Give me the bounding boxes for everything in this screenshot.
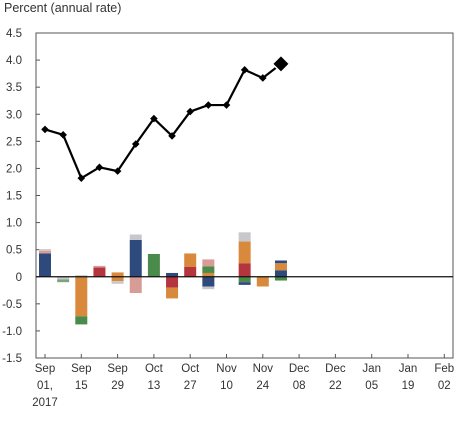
y-tick-label: -0.5 [2, 299, 22, 311]
y-tick-label: 0.5 [6, 245, 22, 257]
line-point [131, 140, 140, 148]
y-tick-label: 2.0 [6, 163, 22, 175]
x-tick-label: Dec [289, 363, 310, 375]
y-tick-label: 1.5 [6, 191, 22, 203]
bar-segment [256, 276, 269, 287]
bar-segment [238, 282, 251, 285]
bar-segment [57, 276, 70, 280]
line-point [240, 66, 249, 74]
bar-segment [274, 276, 287, 281]
bar-segment [184, 253, 197, 267]
x-tick-label: 24 [256, 380, 269, 392]
bar-segment [166, 272, 179, 277]
x-tick-label: Jan [362, 363, 381, 375]
bar-segment [39, 250, 51, 254]
line-point [59, 131, 67, 139]
bar-segment [202, 266, 215, 273]
bar-segment [238, 276, 251, 283]
x-tick-label: 08 [293, 380, 306, 392]
x-tick-label: 15 [75, 380, 88, 392]
x-tick-label: Nov [216, 363, 237, 375]
bar-segment [238, 232, 251, 242]
latest-point-marker [271, 54, 291, 74]
bar-segment [39, 249, 51, 251]
bar-segment [129, 239, 142, 277]
x-tick-label: 19 [402, 380, 415, 392]
y-tick-label: 0 [16, 272, 22, 284]
bar-segment [202, 286, 215, 290]
bar-segment [111, 276, 124, 282]
bar-segment [129, 234, 142, 240]
y-tick-label: -1.0 [2, 326, 22, 338]
bar-segment [75, 316, 88, 325]
bar-segment [274, 263, 287, 271]
y-tick-label: 4.5 [6, 28, 22, 40]
x-tick-label: 05 [365, 380, 378, 392]
y-tick-label: 3.5 [6, 82, 22, 94]
line-point [222, 101, 231, 109]
bar-segment [274, 270, 287, 277]
x-tick-label: 13 [148, 380, 161, 392]
bar-segment [147, 254, 160, 277]
x-tick-label: Dec [325, 363, 346, 375]
x-tick-label: Oct [145, 363, 164, 375]
bar-segment [93, 265, 106, 268]
bar-segment [238, 263, 251, 277]
x-tick-label: Jan [399, 363, 418, 375]
x-tick-label: Sep [71, 363, 91, 375]
bar-segment [111, 272, 124, 277]
x-tick-label: Feb [434, 363, 454, 375]
bar-segment [274, 260, 287, 264]
line-point [95, 163, 104, 172]
y-tick-label: 4.0 [6, 55, 22, 67]
y-tick-label: 1.0 [6, 218, 22, 230]
bar-segment [166, 287, 179, 299]
x-tick-label: 27 [184, 380, 197, 392]
bar-segment [238, 241, 251, 264]
y-axis-title: Percent (annual rate) [4, 1, 122, 15]
x-tick-label: Sep [107, 363, 127, 375]
y-tick-label: 2.5 [6, 136, 22, 148]
x-tick-label: 01, [37, 380, 53, 392]
line-series [44, 63, 282, 180]
x-tick-label: Nov [253, 363, 274, 375]
y-tick-label: 3.0 [6, 109, 22, 121]
x-tick-label: 29 [111, 380, 124, 392]
line-point [259, 74, 267, 82]
line-point [113, 167, 122, 175]
bar-segment [57, 279, 70, 283]
bar-segment [75, 275, 88, 277]
bar-segment [202, 272, 215, 277]
x-tick-label: 10 [220, 380, 233, 392]
bar-segment [129, 276, 142, 293]
bar-segment [111, 281, 124, 284]
line-point [204, 101, 213, 109]
line-point [77, 174, 86, 182]
plot-frame [35, 32, 454, 359]
bar-segment [39, 253, 51, 277]
x-tick-label: Oct [181, 363, 200, 375]
line-point [186, 107, 194, 116]
y-tick-label: -1.5 [2, 353, 22, 365]
bar-segment [202, 276, 215, 287]
x-tick-label: 2017 [32, 397, 58, 409]
bar-segment [93, 267, 106, 277]
x-tick-label: 22 [329, 380, 342, 392]
line-point [168, 132, 176, 140]
bar-segment [184, 267, 197, 277]
line-point [150, 114, 158, 123]
x-tick-label: 02 [438, 380, 451, 392]
line-point [41, 125, 49, 134]
bar-segment [202, 259, 215, 267]
bar-segment [166, 276, 179, 288]
bar-segment [75, 276, 88, 317]
x-tick-label: Sep [35, 363, 55, 375]
